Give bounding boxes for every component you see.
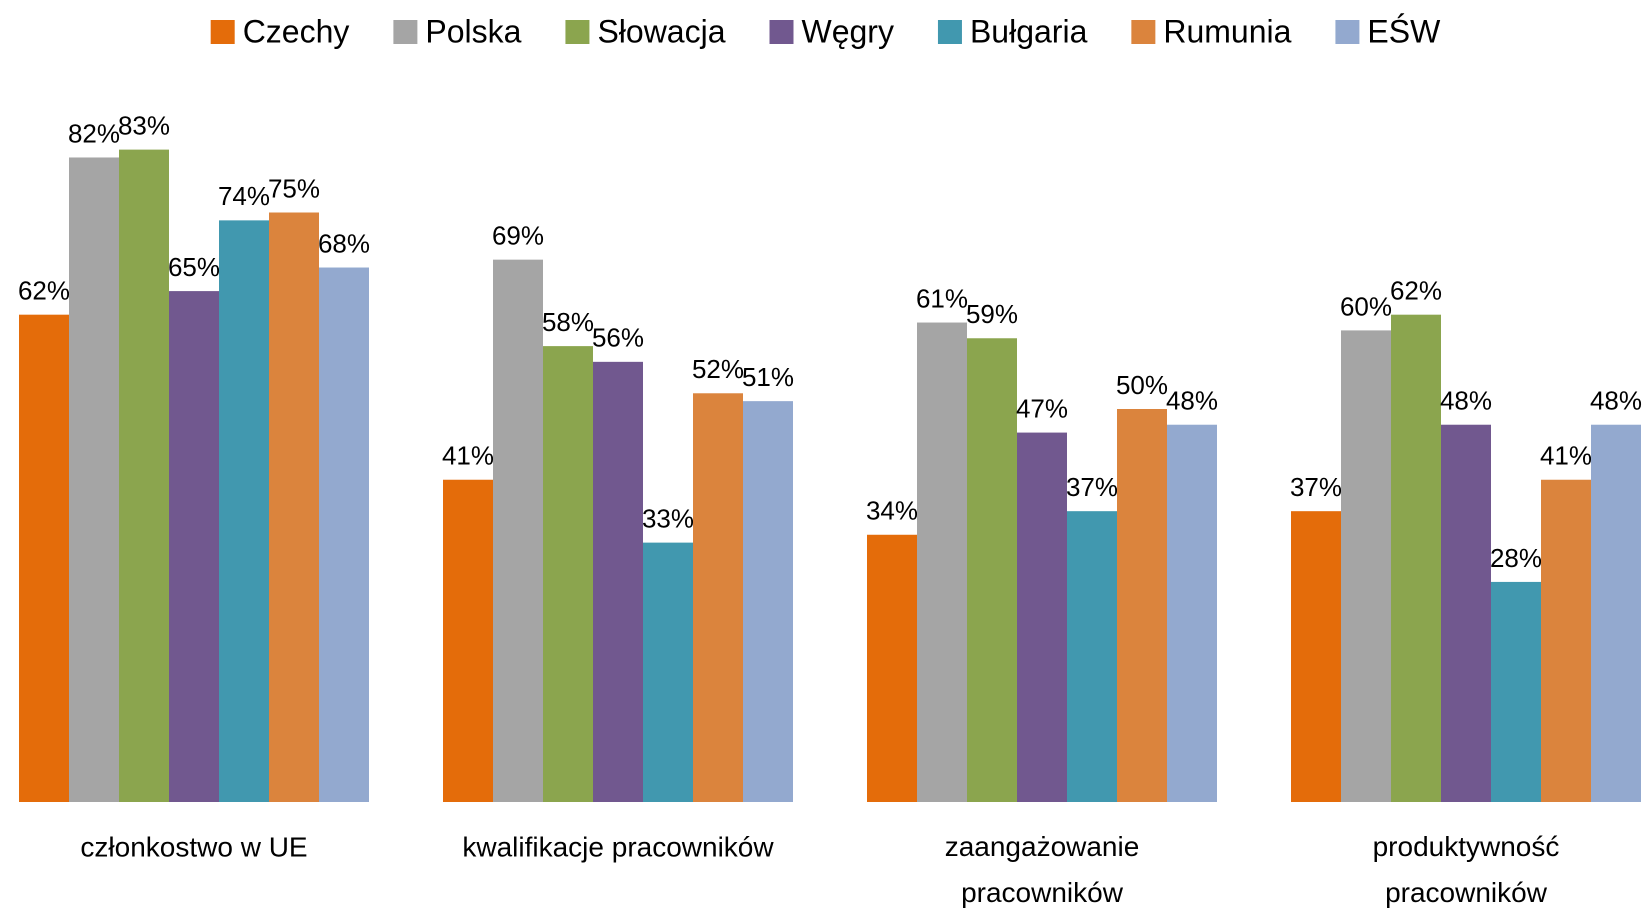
bar	[1491, 581, 1541, 802]
bar	[19, 314, 69, 802]
bar	[1591, 424, 1641, 802]
legend-label: Węgry	[802, 13, 894, 49]
data-label: 69%	[492, 221, 544, 251]
data-label: 52%	[692, 354, 744, 384]
data-label: 58%	[542, 307, 594, 337]
data-label: 62%	[18, 276, 70, 306]
legend-label: Rumunia	[1163, 13, 1291, 49]
legend-label: Czechy	[243, 13, 350, 49]
data-label: 48%	[1590, 386, 1642, 416]
data-label: 83%	[118, 110, 170, 140]
data-label: 61%	[916, 283, 968, 313]
bar	[967, 338, 1017, 802]
legend-item: Bułgaria	[937, 13, 1088, 49]
legend-swatch	[565, 20, 590, 44]
data-label: 41%	[1540, 441, 1592, 471]
bar	[269, 212, 319, 802]
data-label: 50%	[1116, 370, 1168, 400]
data-label: 82%	[68, 118, 120, 148]
data-label: 51%	[742, 362, 794, 392]
data-label: 28%	[1490, 543, 1542, 573]
legend-swatch	[210, 20, 235, 44]
x-tick-label: kwalifikacje pracowników	[462, 831, 774, 862]
data-label: 56%	[592, 323, 644, 353]
bar	[1391, 314, 1441, 802]
legend-item: Polska	[393, 13, 522, 49]
data-label: 34%	[866, 496, 918, 526]
bar	[319, 267, 369, 802]
bar	[1441, 424, 1491, 802]
bar	[1291, 511, 1341, 802]
legend-item: Węgry	[769, 13, 894, 49]
bar	[543, 346, 593, 802]
legend-item: Słowacja	[565, 13, 726, 49]
data-label: 59%	[966, 299, 1018, 329]
bar	[743, 401, 793, 802]
data-label: 37%	[1066, 472, 1118, 502]
data-label: 62%	[1390, 276, 1442, 306]
bar	[1341, 330, 1391, 802]
legend-item: Czechy	[210, 13, 350, 49]
bar	[643, 542, 693, 802]
bar	[867, 534, 917, 802]
bar	[1067, 511, 1117, 802]
x-tick-label: zaangażowanie pracowników	[945, 831, 1140, 908]
bar	[119, 149, 169, 802]
data-label: 41%	[442, 441, 494, 471]
bar	[917, 322, 967, 802]
data-label: 75%	[268, 173, 320, 203]
data-label: 65%	[168, 252, 220, 282]
bar	[169, 291, 219, 802]
bar	[69, 157, 119, 803]
legend-label: Polska	[425, 13, 521, 49]
legend-swatch	[1335, 20, 1360, 44]
bar	[1117, 409, 1167, 802]
bar	[1017, 432, 1067, 802]
legend-swatch	[937, 20, 962, 44]
legend-label: EŚW	[1367, 13, 1441, 49]
legend-item: Rumunia	[1131, 13, 1292, 49]
bar	[593, 361, 643, 802]
data-label: 60%	[1340, 291, 1392, 321]
legend-label: Bułgaria	[970, 13, 1088, 49]
bar	[493, 259, 543, 802]
bar	[1167, 424, 1217, 802]
data-label: 68%	[318, 228, 370, 258]
data-label: 48%	[1440, 386, 1492, 416]
legend: Czechy Polska Słowacja Węgry Bułgaria Rumunia…	[210, 13, 1441, 49]
bar	[1541, 479, 1591, 802]
data-label: 74%	[218, 181, 270, 211]
bar	[219, 220, 269, 803]
data-label: 47%	[1016, 393, 1068, 423]
data-label: 48%	[1166, 386, 1218, 416]
legend-item: EŚW	[1335, 13, 1441, 49]
data-label: 37%	[1290, 472, 1342, 502]
bar	[443, 479, 493, 802]
legend-swatch	[393, 20, 418, 44]
legend-swatch	[769, 20, 794, 44]
legend-label: Słowacja	[597, 13, 725, 49]
x-tick-label: produktywność pracowników	[1373, 831, 1560, 908]
data-label: 33%	[642, 503, 694, 533]
bar	[693, 393, 743, 802]
legend-swatch	[1131, 20, 1156, 44]
x-tick-label: członkostwo w UE	[80, 831, 307, 862]
